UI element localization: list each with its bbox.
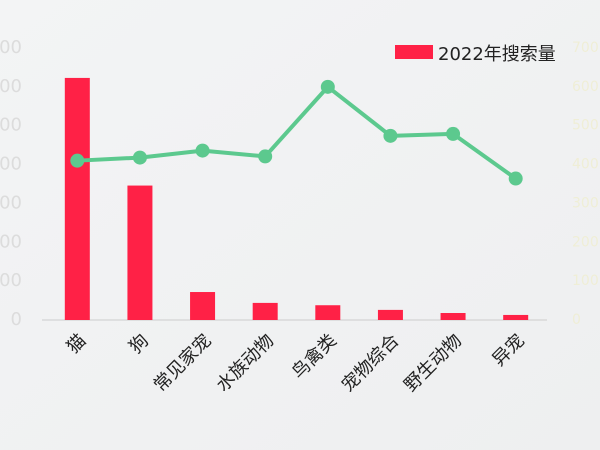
bar (377, 309, 403, 320)
line-marker (70, 153, 85, 168)
y2-tick-label: 200 (572, 234, 599, 250)
bar (252, 302, 278, 320)
y2-tick-label: 700 (572, 40, 599, 56)
legend-label: 2022年搜索量 (438, 44, 556, 65)
bar (64, 77, 90, 320)
y-tick-label: 400 (0, 154, 22, 175)
bar (503, 314, 529, 320)
line-marker (508, 171, 523, 186)
y2-tick-label: 500 (572, 118, 599, 134)
y-tick-label: 100 (0, 270, 22, 291)
bar (315, 305, 341, 320)
bar (440, 313, 466, 320)
line-marker (320, 79, 335, 94)
line-marker (132, 150, 147, 165)
y-tick-label: 600 (0, 76, 22, 97)
bar (127, 185, 153, 320)
y2-tick-label: 400 (572, 157, 599, 173)
line-marker (446, 126, 461, 141)
y-tick-label: 700 (0, 37, 22, 58)
y-tick-label: 500 (0, 115, 22, 136)
line-marker (258, 149, 273, 164)
line-marker (383, 128, 398, 143)
line-marker (195, 143, 210, 158)
y2-tick-label: 600 (572, 79, 599, 95)
y-tick-label: 200 (0, 231, 22, 252)
line (77, 84, 517, 181)
y2-tick-label: 0 (572, 312, 581, 328)
bar (190, 292, 216, 320)
y-tick-label: 300 (0, 192, 22, 213)
legend-swatch (395, 45, 433, 59)
y2-tick-label: 300 (572, 195, 599, 211)
y2-tick-label: 100 (572, 273, 599, 289)
y-tick-label: 0 (11, 309, 22, 330)
